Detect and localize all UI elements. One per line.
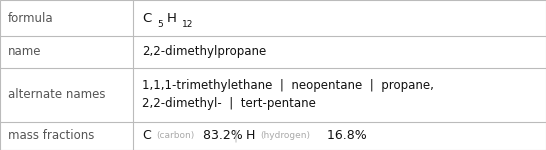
Text: formula: formula [8, 12, 54, 24]
Text: 12: 12 [182, 20, 194, 29]
Text: H: H [167, 12, 177, 24]
Text: C: C [142, 12, 151, 24]
Text: 83.2%: 83.2% [199, 129, 243, 142]
Text: |: | [234, 129, 238, 142]
Text: C: C [142, 129, 151, 142]
Text: (carbon): (carbon) [156, 131, 194, 140]
Text: 2,2-dimethylpropane: 2,2-dimethylpropane [142, 45, 266, 58]
Text: 16.8%: 16.8% [323, 129, 367, 142]
Text: (hydrogen): (hydrogen) [260, 131, 310, 140]
Text: 1,1,1-trimethylethane  |  neopentane  |  propane,
2,2-dimethyl-  |  tert-pentane: 1,1,1-trimethylethane | neopentane | pro… [142, 78, 434, 111]
Text: name: name [8, 45, 41, 58]
Text: 5: 5 [157, 20, 163, 29]
Text: alternate names: alternate names [8, 88, 106, 101]
Text: H: H [246, 129, 255, 142]
Text: mass fractions: mass fractions [8, 129, 94, 142]
